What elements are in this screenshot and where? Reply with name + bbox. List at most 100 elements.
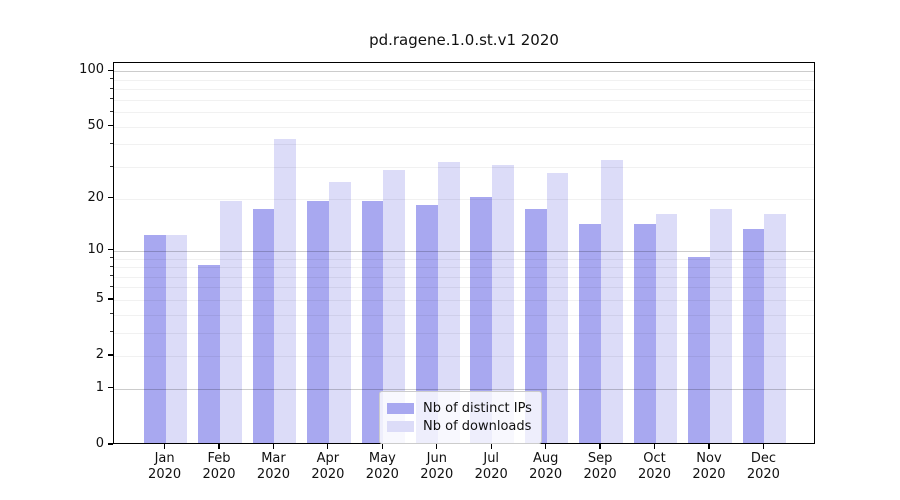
gridline-major-100 xyxy=(114,71,814,73)
gridline-minor-90 xyxy=(114,79,814,81)
x-tick-mark-Nov xyxy=(708,444,710,449)
y-minor-tick-mark-90 xyxy=(110,78,113,80)
bar-downloads-Apr xyxy=(328,182,351,443)
y-tick-label-1: 1 xyxy=(95,379,104,395)
y-minor-tick-mark-7 xyxy=(110,275,113,277)
y-minor-tick-mark-30 xyxy=(110,165,113,167)
x-tick-mark-Oct xyxy=(653,444,656,449)
bar-downloads-Sep xyxy=(601,159,623,443)
bar-downloads-Jan xyxy=(165,235,188,443)
bar-distinct-ips-Mar xyxy=(252,209,275,443)
y-tick-label-0: 0 xyxy=(95,436,104,451)
y-minor-tick-mark-9 xyxy=(110,257,113,259)
bar-distinct-ips-Jan xyxy=(143,235,166,443)
y-minor-tick-mark-4 xyxy=(110,313,113,315)
legend-swatch-distinct-ips xyxy=(387,403,414,414)
x-tick-year-Oct: 2020 xyxy=(637,467,672,482)
x-tick-mark-Apr xyxy=(327,444,329,449)
bar-distinct-ips-Jul xyxy=(470,196,493,443)
y-tick-mark-5 xyxy=(108,298,113,300)
bar-distinct-ips-Sep xyxy=(579,223,602,443)
y-minor-tick-mark-70 xyxy=(110,98,113,100)
x-tick-label-Feb: Feb 2020 xyxy=(192,451,246,483)
bar-distinct-ips-Apr xyxy=(307,200,329,443)
x-tick-mark-Aug xyxy=(545,444,547,449)
x-tick-label-Oct: Oct 2020 xyxy=(628,451,682,483)
x-tick-label-Dec: Dec 2020 xyxy=(736,451,790,483)
x-tick-label-Mar: Mar 2020 xyxy=(246,451,300,483)
bar-distinct-ips-Jun xyxy=(415,204,438,443)
x-tick-year-Feb: 2020 xyxy=(202,467,236,482)
x-tick-label-Jan: Jan 2020 xyxy=(138,451,192,483)
bar-downloads-Mar xyxy=(274,138,297,443)
gridline-minor-80 xyxy=(114,89,814,91)
x-tick-label-Jul: Jul 2020 xyxy=(464,451,518,483)
y-tick-label-10: 10 xyxy=(87,241,104,257)
bar-distinct-ips-Feb xyxy=(198,265,221,443)
bar-downloads-Aug xyxy=(546,173,569,443)
x-tick-label-Apr: Apr 2020 xyxy=(301,451,355,483)
y-minor-tick-mark-8 xyxy=(110,265,113,267)
bar-downloads-Oct xyxy=(655,213,678,443)
bar-downloads-Nov xyxy=(709,209,732,443)
y-tick-mark-10 xyxy=(108,249,113,251)
x-tick-year-Dec: 2020 xyxy=(746,467,780,482)
x-tick-year-Sep: 2020 xyxy=(583,467,617,482)
x-tick-mark-Jan xyxy=(164,444,166,449)
y-minor-tick-mark-3 xyxy=(110,331,113,333)
legend-swatch-downloads xyxy=(387,421,414,432)
bar-distinct-ips-Nov xyxy=(688,256,710,443)
x-tick-year-Aug: 2020 xyxy=(529,467,563,482)
x-tick-mark-Mar xyxy=(272,444,275,449)
y-tick-mark-0 xyxy=(108,443,113,445)
plot-area xyxy=(113,62,815,444)
y-tick-label-5: 5 xyxy=(95,290,104,306)
gridline-minor-30 xyxy=(114,167,814,169)
x-tick-month-Mar: Mar xyxy=(261,451,286,466)
bar-distinct-ips-May xyxy=(361,200,384,443)
x-tick-month-Feb: Feb xyxy=(207,451,231,466)
x-tick-month-Aug: Aug xyxy=(532,451,559,466)
x-tick-year-Mar: 2020 xyxy=(256,467,291,482)
x-tick-month-Dec: Dec xyxy=(750,451,776,466)
y-tick-mark-2 xyxy=(108,354,113,356)
legend-label-distinct-ips: Nb of distinct IPs xyxy=(423,401,532,416)
gridline-minor-70 xyxy=(114,99,814,101)
x-tick-mark-Jun xyxy=(436,444,438,449)
x-tick-mark-Dec xyxy=(762,444,764,449)
legend-item-downloads: Nb of downloads xyxy=(387,419,532,434)
x-tick-year-Nov: 2020 xyxy=(692,467,726,482)
legend: Nb of distinct IPs Nb of downloads xyxy=(379,391,542,444)
gridline-minor-50 xyxy=(114,126,814,128)
y-tick-mark-1 xyxy=(108,387,113,389)
x-tick-label-Sep: Sep 2020 xyxy=(573,451,627,483)
x-tick-month-Sep: Sep xyxy=(587,451,613,466)
y-tick-label-100: 100 xyxy=(79,62,104,78)
bar-downloads-Dec xyxy=(764,213,787,443)
x-tick-mark-Sep xyxy=(599,444,601,449)
gridline-minor-20 xyxy=(114,198,814,200)
x-tick-year-Jan: 2020 xyxy=(148,467,182,482)
x-tick-label-Aug: Aug 2020 xyxy=(519,451,573,483)
y-tick-label-50: 50 xyxy=(87,117,104,133)
gridline-minor-60 xyxy=(114,112,814,114)
y-tick-mark-20 xyxy=(108,196,113,199)
x-tick-year-May: 2020 xyxy=(365,467,399,482)
bar-downloads-May xyxy=(383,170,406,443)
x-tick-month-Jul: Jul xyxy=(483,451,500,466)
x-tick-mark-May xyxy=(381,444,383,449)
y-minor-tick-mark-6 xyxy=(110,285,113,287)
x-tick-month-Nov: Nov xyxy=(696,451,722,466)
y-tick-label-20: 20 xyxy=(87,189,104,205)
x-tick-year-Jul: 2020 xyxy=(474,467,508,482)
y-tick-mark-50 xyxy=(108,125,113,127)
x-tick-month-Apr: Apr xyxy=(316,451,340,466)
x-tick-label-May: May 2020 xyxy=(355,451,409,483)
legend-label-downloads: Nb of downloads xyxy=(423,419,532,434)
bar-downloads-Jun xyxy=(437,162,460,443)
x-tick-month-Jun: Jun xyxy=(426,451,447,466)
gridline-minor-40 xyxy=(114,144,814,146)
y-minor-tick-mark-80 xyxy=(110,87,113,89)
x-tick-label-Jun: Jun 2020 xyxy=(410,451,464,483)
